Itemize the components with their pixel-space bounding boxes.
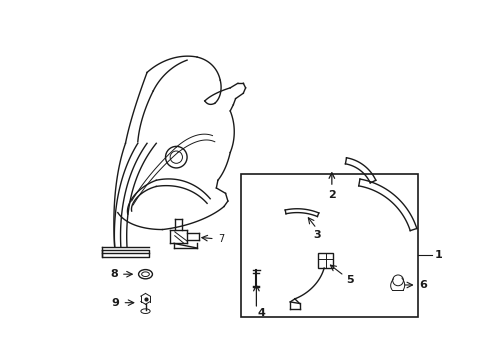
Text: 7: 7	[218, 234, 224, 244]
Text: 4: 4	[257, 308, 265, 318]
Text: 9: 9	[111, 298, 119, 308]
Text: 8: 8	[110, 269, 118, 279]
Text: 1: 1	[434, 250, 442, 260]
Bar	[317, 253, 333, 268]
Text: 5: 5	[345, 275, 353, 285]
Text: 6: 6	[419, 280, 427, 290]
Bar	[241, 174, 417, 316]
Text: 2: 2	[327, 190, 335, 200]
Text: 3: 3	[312, 230, 320, 240]
